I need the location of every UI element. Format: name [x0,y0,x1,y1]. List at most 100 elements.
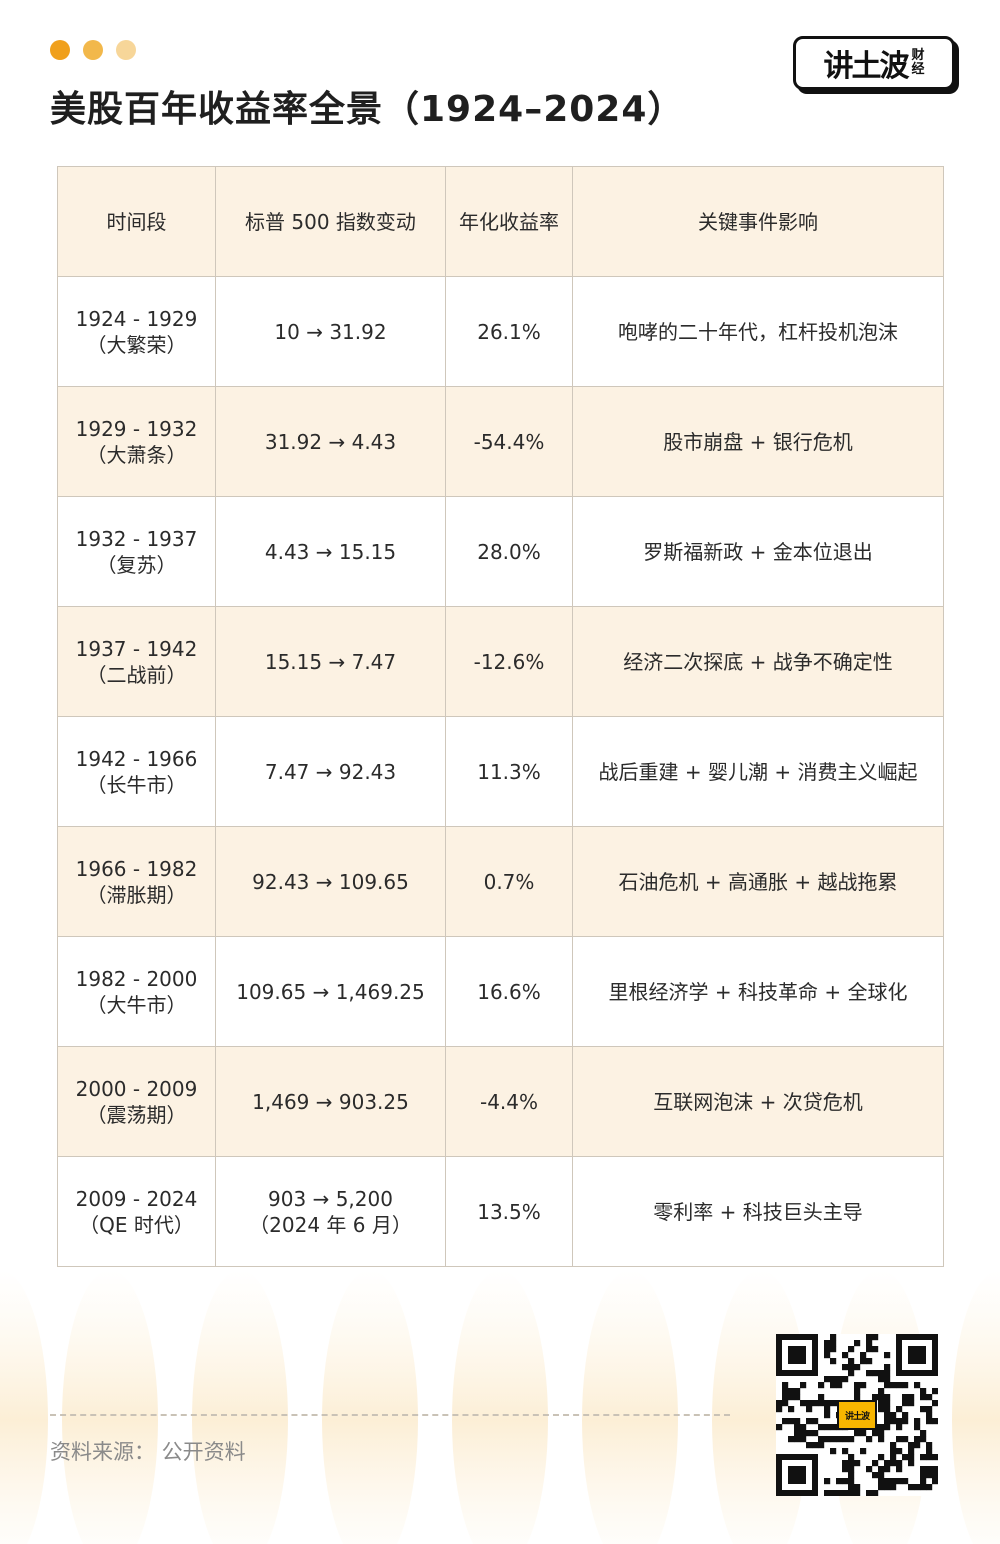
decor-petal [952,1270,1000,1544]
period-years: 1937 - 1942 [75,636,198,661]
cell-rate: 0.7% [445,826,573,937]
dot-3 [116,40,136,60]
cell-period: 1932 - 1937 （复苏） [57,496,216,607]
cell-period: 2009 - 2024 （QE 时代） [57,1156,216,1267]
cell-change: 4.43 → 15.15 [215,496,446,607]
period-label: （QE 时代） [79,1212,194,1237]
cell-change: 7.47 → 92.43 [215,716,446,827]
header-rate: 年化收益率 [445,166,573,277]
period-years: 1929 - 1932 [75,416,198,441]
footer-divider [50,1414,730,1416]
table-row: 1937 - 1942 （二战前） 15.15 → 7.47 -12.6% 经济二次探底… [57,606,944,717]
index-change: 15.15 → 7.47 [264,649,397,674]
cell-event: 股市崩盘 + 银行危机 [572,386,944,497]
table-row: 1982 - 2000 （大牛市） 109.65 → 1,469.25 16.6% 里根… [57,936,944,1047]
cell-period: 1942 - 1966 （长牛市） [57,716,216,827]
decor-petal [192,1270,288,1544]
cell-rate: -54.4% [445,386,573,497]
cell-period: 1924 - 1929 （大繁荣） [57,276,216,387]
header-event: 关键事件影响 [572,166,944,277]
table-row: 1932 - 1937 （复苏） 4.43 → 15.15 28.0% 罗斯福新政 + … [57,496,944,607]
period-years: 1966 - 1982 [75,856,198,881]
index-change: 109.65 → 1,469.25 [236,979,425,1004]
period-years: 2000 - 2009 [75,1076,198,1101]
dot-1 [50,40,70,60]
period-label: （二战前） [86,662,187,687]
page-title: 美股百年收益率全景（1924–2024） [50,89,685,130]
index-change: 31.92 → 4.43 [264,429,397,454]
period-label: （大萧条） [86,442,187,467]
period-years: 1932 - 1937 [75,526,198,551]
decor-petal [452,1270,548,1544]
cell-event: 经济二次探底 + 战争不确定性 [572,606,944,717]
brand-logo: 讲土波 财 经 [793,36,955,90]
window-dots [50,40,136,60]
cell-change: 903 → 5,200 （2024 年 6 月） [215,1156,446,1267]
cell-change: 31.92 → 4.43 [215,386,446,497]
period-years: 1942 - 1966 [75,746,198,771]
cell-period: 1982 - 2000 （大牛市） [57,936,216,1047]
table-row: 1942 - 1966 （长牛市） 7.47 → 92.43 11.3% 战后重建 + … [57,716,944,827]
logo-text: 讲土波 [823,49,909,84]
source-note: 资料来源： 公开资料 [50,1440,246,1464]
period-label: （大牛市） [86,992,187,1017]
index-change: 7.47 → 92.43 [264,759,397,784]
qr-logo: 讲土波 [837,1400,877,1430]
table-row: 2000 - 2009 （震荡期） 1,469 → 903.25 -4.4% 互联网泡沫… [57,1046,944,1157]
cell-rate: -12.6% [445,606,573,717]
cell-change: 92.43 → 109.65 [215,826,446,937]
decor-petal [322,1270,418,1544]
index-change: 1,469 → 903.25 [252,1089,409,1114]
header-change: 标普 500 指数变动 [215,166,446,277]
table-row: 1929 - 1932 （大萧条） 31.92 → 4.43 -54.4% 股市崩盘 +… [57,386,944,497]
cell-change: 109.65 → 1,469.25 [215,936,446,1047]
period-label: （长牛市） [86,772,187,797]
decor-petal [582,1270,678,1544]
cell-period: 2000 - 2009 （震荡期） [57,1046,216,1157]
cell-change: 15.15 → 7.47 [215,606,446,717]
cell-period: 1937 - 1942 （二战前） [57,606,216,717]
cell-rate: 26.1% [445,276,573,387]
cell-change: 1,469 → 903.25 [215,1046,446,1157]
cell-event: 咆哮的二十年代，杠杆投机泡沫 [572,276,944,387]
cell-rate: 28.0% [445,496,573,607]
index-change: 903 → 5,200 [268,1186,393,1211]
dot-2 [83,40,103,60]
table-row: 2009 - 2024 （QE 时代） 903 → 5,200 （2024 年 6 月… [57,1156,944,1267]
table-header-row: 时间段 标普 500 指数变动 年化收益率 关键事件影响 [57,166,944,277]
index-change: 4.43 → 15.15 [264,539,397,564]
cell-period: 1966 - 1982 （滞胀期） [57,826,216,937]
logo-subtext: 财 经 [911,49,924,77]
table-row: 1924 - 1929 （大繁荣） 10 → 31.92 26.1% 咆哮的二十年代，杠… [57,276,944,387]
cell-event: 零利率 + 科技巨头主导 [572,1156,944,1267]
period-years: 2009 - 2024 [75,1186,198,1211]
cell-event: 石油危机 + 高通胀 + 越战拖累 [572,826,944,937]
period-label: （大繁荣） [86,332,187,357]
cell-event: 互联网泡沫 + 次贷危机 [572,1046,944,1157]
cell-rate: -4.4% [445,1046,573,1157]
table-row: 1966 - 1982 （滞胀期） 92.43 → 109.65 0.7% 石油危机 +… [57,826,944,937]
period-years: 1982 - 2000 [75,966,198,991]
qr-code: 讲土波 [776,1334,938,1496]
period-years: 1924 - 1929 [75,306,198,331]
header-period: 时间段 [57,166,216,277]
cell-rate: 13.5% [445,1156,573,1267]
cell-event: 战后重建 + 婴儿潮 + 消费主义崛起 [572,716,944,827]
logo-sub-2: 经 [911,62,925,77]
cell-change: 10 → 31.92 [215,276,446,387]
index-change: 10 → 31.92 [274,319,387,344]
decor-petal [62,1270,158,1544]
cell-rate: 11.3% [445,716,573,827]
index-change: 92.43 → 109.65 [252,869,409,894]
period-label: （滞胀期） [86,882,187,907]
cell-period: 1929 - 1932 （大萧条） [57,386,216,497]
returns-table: 时间段 标普 500 指数变动 年化收益率 关键事件影响 1924 - 1929… [57,166,944,1267]
period-label: （复苏） [96,552,177,577]
cell-event: 罗斯福新政 + 金本位退出 [572,496,944,607]
cell-rate: 16.6% [445,936,573,1047]
decor-petal [0,1270,48,1544]
logo-sub-1: 财 [911,48,925,63]
cell-event: 里根经济学 + 科技革命 + 全球化 [572,936,944,1047]
period-label: （震荡期） [86,1102,187,1127]
index-change-note: （2024 年 6 月） [249,1212,412,1237]
